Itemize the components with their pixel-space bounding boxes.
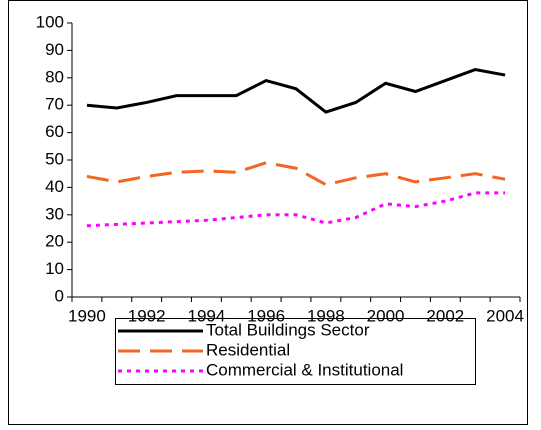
legend-label: Residential bbox=[206, 340, 290, 359]
series-line bbox=[86, 161, 506, 187]
legend-label: Commercial & Institutional bbox=[206, 360, 403, 379]
x-tick-label: 1990 bbox=[68, 306, 106, 325]
x-tick-label: 2004 bbox=[486, 306, 524, 325]
series-line bbox=[86, 68, 506, 114]
legend-label: Total Buildings Sector bbox=[206, 320, 370, 339]
y-tick-label: 80 bbox=[45, 67, 64, 86]
y-tick-label: 50 bbox=[45, 149, 64, 168]
y-tick-label: 30 bbox=[45, 204, 64, 223]
x-tick-label: 2002 bbox=[426, 306, 464, 325]
y-tick-label: 0 bbox=[55, 286, 64, 305]
y-tick-label: 40 bbox=[45, 177, 64, 196]
y-tick-label: 90 bbox=[45, 40, 64, 59]
y-tick-label: 10 bbox=[45, 259, 64, 278]
y-tick-label: 100 bbox=[36, 12, 64, 31]
x-tick-label: 1996 bbox=[247, 306, 285, 325]
y-tick-label: 60 bbox=[45, 122, 64, 141]
y-tick-label: 20 bbox=[45, 232, 64, 251]
series-line bbox=[86, 191, 506, 228]
y-tick-label: 70 bbox=[45, 95, 64, 114]
x-tick-label: 1998 bbox=[307, 306, 345, 325]
x-tick-label: 1992 bbox=[128, 306, 166, 325]
x-tick-label: 2000 bbox=[367, 306, 405, 325]
x-tick-label: 1994 bbox=[187, 306, 225, 325]
